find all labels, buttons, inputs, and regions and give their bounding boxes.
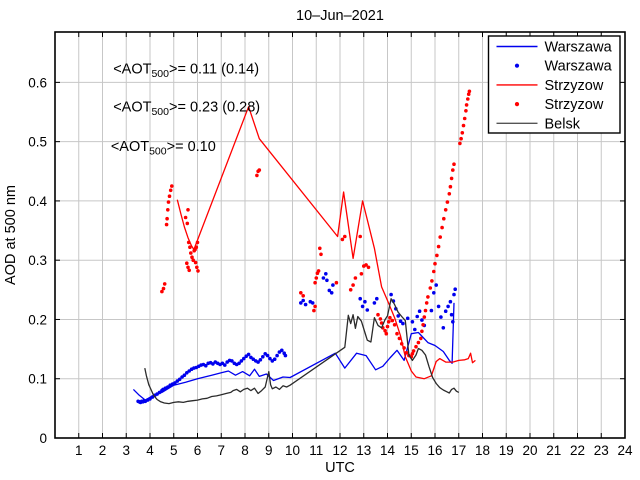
svg-text:7: 7 (217, 443, 225, 458)
svg-text:24: 24 (617, 443, 633, 458)
svg-text:Warszawa: Warszawa (545, 40, 613, 56)
svg-text:6: 6 (194, 443, 202, 458)
svg-text:13: 13 (356, 443, 371, 458)
svg-text:12: 12 (332, 443, 347, 458)
legend: Warszawa Warszawa Strzyzow Strzyzow Belsk (487, 35, 621, 134)
svg-text:5: 5 (170, 443, 178, 458)
svg-text:3: 3 (122, 443, 130, 458)
svg-text:23: 23 (594, 443, 609, 458)
y-tick-labels: 0 0.1 0.2 0.3 0.4 0.5 0.6 (28, 75, 47, 446)
svg-text:<AOT500>= 0.11 (0.14): <AOT500>= 0.11 (0.14) (113, 61, 259, 80)
svg-text:1: 1 (75, 443, 83, 458)
svg-text:20: 20 (522, 443, 537, 458)
svg-text:4: 4 (146, 443, 154, 458)
svg-text:Warszawa: Warszawa (545, 59, 613, 75)
svg-text:Strzyzow: Strzyzow (545, 78, 604, 94)
chart-title: 10–Jun–2021 (296, 8, 384, 24)
gridlines (55, 32, 626, 438)
svg-text:16: 16 (427, 443, 442, 458)
svg-text:0.4: 0.4 (28, 194, 47, 209)
svg-text:11: 11 (309, 443, 323, 458)
svg-text:10: 10 (285, 443, 300, 458)
svg-text:<AOT500>= 0.23 (0.28): <AOT500>= 0.23 (0.28) (113, 99, 260, 118)
x-axis-label: UTC (325, 460, 355, 476)
svg-text:0.3: 0.3 (28, 253, 47, 268)
svg-text:Strzyzow: Strzyzow (545, 97, 604, 113)
svg-text:<AOT500>= 0.10: <AOT500>= 0.10 (111, 139, 216, 158)
y-axis-label: AOD at 500 nm (3, 185, 19, 285)
x-tick-labels: 1 2 3 4 5 6 7 8 9 10 11 12 13 14 15 16 17 18 19 20 21 22 23 24 (75, 443, 633, 458)
svg-text:15: 15 (404, 443, 419, 458)
svg-text:0: 0 (39, 431, 47, 446)
svg-text:9: 9 (265, 443, 273, 458)
svg-text:8: 8 (241, 443, 249, 458)
svg-text:Belsk: Belsk (545, 116, 581, 132)
data-series (132, 89, 476, 405)
svg-text:22: 22 (570, 443, 585, 458)
svg-text:0.6: 0.6 (28, 75, 47, 90)
svg-text:21: 21 (546, 443, 561, 458)
svg-text:18: 18 (475, 443, 490, 458)
svg-text:17: 17 (451, 443, 466, 458)
svg-text:14: 14 (380, 443, 396, 458)
svg-text:19: 19 (499, 443, 514, 458)
svg-text:2: 2 (99, 443, 107, 458)
svg-text:0.1: 0.1 (28, 372, 47, 387)
svg-text:0.5: 0.5 (28, 135, 47, 150)
axes-box-and-ticks (54, 31, 626, 439)
mean-aot-annotations: <AOT500>= 0.11 (0.14) <AOT500>= 0.23 (0.2… (111, 61, 260, 157)
svg-text:0.2: 0.2 (28, 312, 47, 327)
